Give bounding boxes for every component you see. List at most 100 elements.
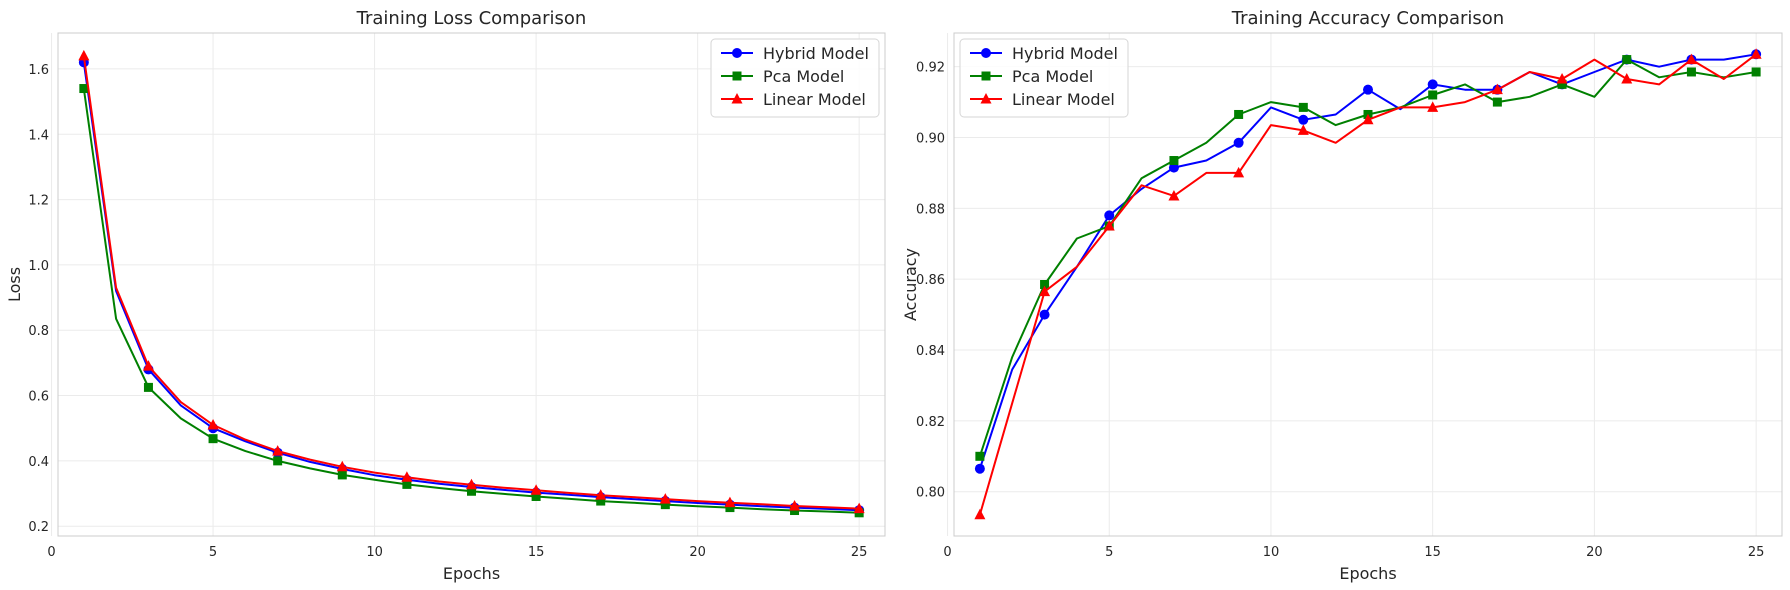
data-point [1428,90,1438,100]
series-linear-model [78,49,865,514]
data-point [1168,162,1179,173]
legend-marker [732,48,742,58]
data-point [1750,48,1762,59]
legend-box [710,38,880,118]
data-point [1557,79,1567,89]
legend-label: Linear Model [1012,90,1115,109]
data-point [1363,84,1373,95]
legend-label: Pca Model [763,67,844,86]
series-hybrid-model [78,57,865,516]
y-tick-label: 0.82 [916,415,945,430]
data-point [1427,101,1439,112]
data-point [401,471,413,482]
legend-label: Hybrid Model [1012,44,1118,63]
data-point [790,506,800,516]
y-tick-label: 0.2 [28,520,49,535]
data-point [1104,210,1115,221]
data-point [531,491,541,501]
data-point [660,500,670,510]
loss-chart: 0 5 10 15 20 25 0.2 0.4 0.6 0.8 1.0 1.2 1.4 1.6 Traini… [5,8,886,583]
x-tick-label: 10 [366,545,383,560]
data-point [337,470,347,480]
legend-label: Hybrid Model [763,44,869,63]
chart-title: Training Loss Comparison [356,8,587,29]
data-point [207,418,219,430]
series-line [82,62,860,512]
data-point [1686,67,1696,77]
data-point [1362,113,1374,125]
legend-marker [981,48,991,58]
data-point [1492,97,1502,107]
data-point [336,460,348,472]
data-point [466,478,477,490]
x-axis-label: Epochs [443,564,500,583]
data-point [208,434,218,444]
data-point [1751,67,1761,77]
x-axis-label: Epochs [1339,564,1396,583]
data-point [402,479,412,489]
legend-box [959,38,1129,118]
data-point [596,496,606,506]
data-point [79,84,89,94]
data-point [1233,137,1244,148]
data-point [853,502,865,514]
data-point [595,489,607,500]
data-point [1233,166,1245,178]
x-tick-label: 20 [689,545,706,560]
legend-label: Pca Model [1012,67,1093,86]
legend: Hybrid Model Pca Model Linear Model [710,38,880,118]
chart-title: Training Accuracy Comparison [1231,8,1504,29]
legend-marker [981,71,991,81]
legend-marker [731,93,743,104]
y-tick-label: 0.80 [916,486,945,501]
data-point [975,451,985,461]
legend-label: Linear Model [763,90,866,109]
y-tick-label: 1.4 [28,128,49,143]
data-point [1039,309,1050,320]
x-tick-label: 0 [943,545,951,560]
x-tick-label: 0 [47,545,55,560]
data-point [143,382,153,392]
data-point [974,463,985,474]
data-point [724,496,736,508]
data-point [1685,53,1697,65]
x-tick-label: 25 [1748,545,1765,560]
series-line [82,88,860,514]
series-linear-model [974,48,1762,520]
legend: Hybrid Model Pca Model Linear Model [959,38,1129,118]
y-tick-label: 0.8 [28,324,49,339]
data-point [1298,102,1308,112]
data-point [273,456,283,466]
data-point [1169,156,1179,166]
data-point [1491,83,1503,95]
data-point [1103,220,1115,231]
x-tick-label: 10 [1263,545,1280,560]
y-tick-label: 0.4 [28,455,49,470]
y-tick-label: 0.86 [916,273,945,288]
legend-marker [980,93,992,104]
y-tick-label: 0.6 [28,390,49,405]
data-point [1298,114,1309,125]
data-point [789,499,801,511]
data-point [659,493,671,504]
x-tick-label: 20 [1586,545,1603,560]
y-tick-label: 0.84 [916,344,945,359]
data-point [1039,285,1051,297]
y-axis-label: Loss [5,267,24,302]
y-tick-label: 0.92 [916,61,945,76]
y-tick-label: 0.88 [916,202,945,217]
data-point [78,49,90,61]
y-tick-label: 1.2 [28,194,49,209]
y-axis-label: Accuracy [901,248,920,321]
x-tick-label: 5 [1105,545,1113,560]
data-point [1297,124,1309,135]
plot-frame [953,32,1783,537]
plot-frame [57,32,886,537]
x-tick-label: 15 [528,545,545,560]
data-point [974,508,986,520]
legend-marker [732,71,742,81]
data-point [1427,79,1438,90]
y-tick-label: 1.0 [28,259,49,274]
data-point [1040,280,1050,289]
